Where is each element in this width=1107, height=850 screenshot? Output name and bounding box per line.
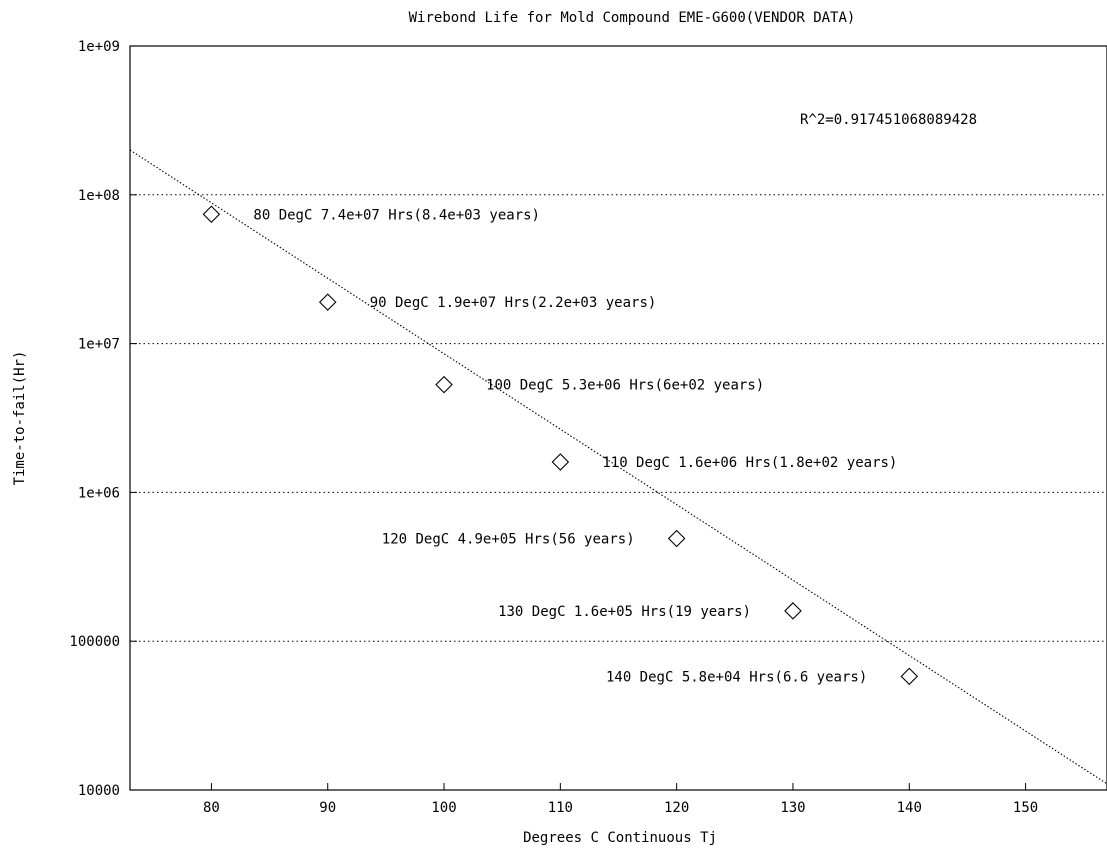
data-point-label: 100 DegC 5.3e+06 Hrs(6e+02 years) <box>486 378 764 394</box>
y-tick-label: 100000 <box>69 634 120 650</box>
data-point-marker <box>900 667 919 686</box>
data-point-marker <box>202 205 221 224</box>
data-point-label: 130 DegC 1.6e+05 Hrs(19 years) <box>498 604 751 620</box>
x-axis: 80 90 100 110 120 130 140 150 <box>203 783 1038 816</box>
grid-lines <box>130 194 1107 642</box>
data-points <box>202 205 919 686</box>
y-tick-label: 1e+08 <box>78 188 120 204</box>
y-tick-label: 1e+09 <box>78 39 120 55</box>
x-tick-label: 110 <box>548 800 573 816</box>
data-point-marker <box>784 602 802 620</box>
y-tick-label: 1e+06 <box>78 485 120 501</box>
plot-frame <box>129 45 1107 791</box>
x-tick-label: 130 <box>780 800 805 816</box>
x-tick-label: 150 <box>1013 800 1038 816</box>
data-point-marker <box>667 529 686 548</box>
data-point-label: 120 DegC 4.9e+05 Hrs(56 years) <box>382 531 635 547</box>
data-point-label: 110 DegC 1.6e+06 Hrs(1.8e+02 years) <box>602 455 897 471</box>
x-tick-label: 120 <box>664 800 689 816</box>
data-point-label: 140 DegC 5.8e+04 Hrs(6.6 years) <box>606 669 867 685</box>
y-axis-label: Time-to-fail(Hr) <box>12 351 28 486</box>
point-labels: 80 DegC 7.4e+07 Hrs(8.4e+03 years) 90 Deg… <box>253 207 897 685</box>
chart-title: Wirebond Life for Mold Compound EME-G600… <box>409 10 856 26</box>
y-tick-label: 1e+07 <box>78 337 120 353</box>
x-tick-label: 90 <box>319 800 336 816</box>
data-point-marker <box>318 293 337 311</box>
fit-line <box>129 149 1107 785</box>
regression-line <box>129 149 1107 785</box>
x-tick-label: 100 <box>431 800 456 816</box>
x-axis-label: Degrees C Continuous Tj <box>523 830 717 846</box>
data-point-marker <box>435 375 453 394</box>
y-axis: 10000 100000 1e+06 1e+07 1e+08 1e+09 <box>69 39 137 799</box>
y-tick-label: 10000 <box>78 783 120 799</box>
x-tick-label: 80 <box>203 800 220 816</box>
r-squared-annotation: R^2=0.917451068089428 <box>800 112 977 128</box>
data-point-label: 80 DegC 7.4e+07 Hrs(8.4e+03 years) <box>253 207 540 223</box>
data-point-marker <box>551 453 570 471</box>
x-tick-label: 140 <box>897 800 922 816</box>
data-point-label: 90 DegC 1.9e+07 Hrs(2.2e+03 years) <box>370 295 657 311</box>
